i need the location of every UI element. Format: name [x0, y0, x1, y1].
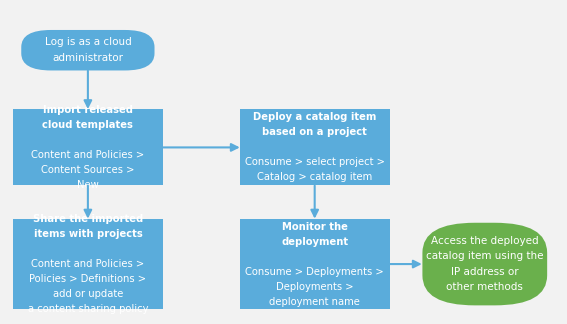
Text: deployment: deployment: [281, 237, 348, 247]
Text: catalog item using the: catalog item using the: [426, 251, 544, 261]
FancyBboxPatch shape: [12, 219, 163, 309]
Text: Policies > Definitions >: Policies > Definitions >: [29, 274, 146, 284]
Text: Access the deployed: Access the deployed: [431, 236, 539, 246]
Text: Consume > Deployments >: Consume > Deployments >: [246, 267, 384, 277]
Text: deployment name: deployment name: [269, 296, 360, 307]
Text: Content Sources >: Content Sources >: [41, 165, 134, 175]
FancyBboxPatch shape: [12, 109, 163, 185]
Text: based on a project: based on a project: [263, 127, 367, 137]
Text: Deploy a catalog item: Deploy a catalog item: [253, 112, 376, 122]
Text: add or update: add or update: [53, 289, 123, 299]
FancyBboxPatch shape: [240, 109, 390, 185]
Text: Share the imported: Share the imported: [33, 214, 143, 224]
Text: administrator: administrator: [52, 53, 124, 63]
Text: Deployments >: Deployments >: [276, 282, 353, 292]
FancyBboxPatch shape: [422, 223, 547, 305]
Text: Consume > select project >: Consume > select project >: [245, 157, 384, 168]
FancyBboxPatch shape: [240, 219, 390, 309]
Text: Content and Policies >: Content and Policies >: [31, 259, 145, 269]
Text: Content and Policies >: Content and Policies >: [31, 150, 145, 160]
Text: cloud templates: cloud templates: [43, 120, 133, 130]
Text: Monitor the: Monitor the: [282, 222, 348, 232]
Text: items with projects: items with projects: [33, 229, 142, 239]
Text: Import released: Import released: [43, 105, 133, 115]
FancyBboxPatch shape: [22, 30, 154, 71]
Text: Log is as a cloud: Log is as a cloud: [45, 37, 131, 47]
Text: a content sharing policy: a content sharing policy: [28, 304, 148, 314]
Text: New: New: [77, 180, 99, 190]
Text: Catalog > catalog item: Catalog > catalog item: [257, 172, 373, 182]
Text: other methods: other methods: [446, 283, 523, 293]
Text: IP address or: IP address or: [451, 267, 519, 277]
